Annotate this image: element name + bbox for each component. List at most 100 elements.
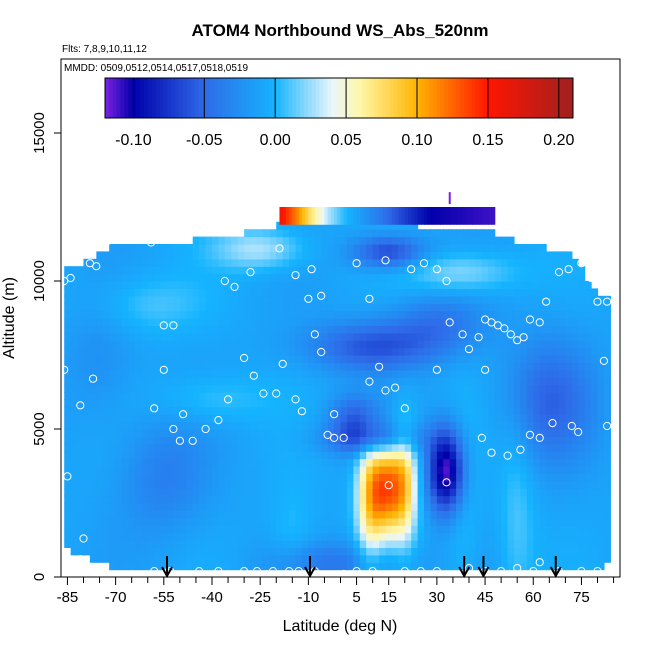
heatmap-cell xyxy=(488,332,496,341)
heatmap-cell xyxy=(546,517,554,526)
heatmap-cell xyxy=(398,436,406,445)
heatmap-cell xyxy=(77,495,85,504)
heatmap-cell xyxy=(83,547,91,556)
heatmap-cell xyxy=(173,540,181,548)
heatmap-cell xyxy=(211,340,220,349)
heatmap-cell xyxy=(359,480,367,489)
heatmap-cell xyxy=(205,362,213,371)
heatmap-cell xyxy=(411,340,419,349)
heatmap-cell xyxy=(334,406,342,415)
heatmap-cell xyxy=(501,266,509,275)
heatmap-cell xyxy=(385,503,393,511)
heatmap-cell xyxy=(205,554,213,563)
heatmap-cell xyxy=(289,525,297,534)
heatmap-cell xyxy=(327,281,335,289)
sample-point xyxy=(554,268,564,277)
heatmap-cell xyxy=(314,221,322,230)
heatmap-cell xyxy=(308,562,316,571)
heatmap-cell xyxy=(565,554,573,563)
heatmap-cell xyxy=(469,554,477,563)
heatmap-cell xyxy=(385,273,393,282)
heatmap-cell xyxy=(334,221,342,230)
heatmap-cell xyxy=(584,547,592,556)
heatmap-cell xyxy=(308,510,316,519)
heatmap-cell xyxy=(102,266,110,275)
colorbar-swatch xyxy=(175,78,180,118)
heatmap-cell xyxy=(526,281,534,289)
heatmap-cell xyxy=(224,377,232,386)
heatmap-cell xyxy=(346,266,354,275)
heatmap-cell xyxy=(475,503,483,511)
heatmap-top-band-cell xyxy=(340,207,345,225)
heatmap-cell xyxy=(469,236,477,245)
heatmap-cell xyxy=(199,443,207,452)
heatmap-cell xyxy=(102,362,110,371)
heatmap-cell xyxy=(250,458,258,467)
heatmap-cell xyxy=(327,347,335,356)
heatmap-cell xyxy=(308,288,316,297)
heatmap-cell xyxy=(186,525,194,534)
heatmap-cell xyxy=(231,436,239,445)
heatmap-cell xyxy=(96,532,104,541)
colorbar-swatch xyxy=(557,78,562,118)
heatmap-cell xyxy=(494,421,502,430)
heatmap-cell xyxy=(501,318,509,326)
heatmap-cell xyxy=(218,392,226,400)
heatmap-cell xyxy=(289,399,297,408)
heatmap-cell xyxy=(70,488,78,497)
heatmap-cell xyxy=(546,443,554,452)
heatmap-cell xyxy=(109,377,117,386)
heatmap-cell xyxy=(147,495,155,504)
heatmap-cell xyxy=(494,244,502,252)
heatmap-cell xyxy=(578,325,586,334)
heatmap-cell xyxy=(372,310,380,319)
heatmap-cell xyxy=(128,332,136,341)
heatmap-cell xyxy=(134,266,142,275)
heatmap-cell xyxy=(295,466,303,474)
heatmap-cell xyxy=(353,495,361,504)
heatmap-cell xyxy=(366,244,374,252)
heatmap-cell xyxy=(372,451,380,460)
heatmap-cell xyxy=(359,451,367,460)
heatmap-cell xyxy=(244,236,252,245)
sample-point xyxy=(548,419,557,428)
heatmap-cell xyxy=(282,406,290,415)
heatmap-cell xyxy=(436,436,444,445)
heatmap-cell xyxy=(134,473,142,482)
heatmap-cell xyxy=(321,295,329,304)
heatmap-cell xyxy=(436,466,444,474)
heatmap-cell xyxy=(173,451,181,460)
heatmap-cell xyxy=(263,377,271,386)
sample-point xyxy=(240,567,249,576)
heatmap-cell xyxy=(526,503,534,511)
heatmap-cell xyxy=(481,310,489,319)
heatmap-cell xyxy=(244,429,252,437)
heatmap-cell xyxy=(424,436,432,445)
heatmap-cell xyxy=(134,517,142,526)
heatmap-cell xyxy=(481,562,489,571)
heatmap-cell xyxy=(552,421,560,430)
heatmap-cell xyxy=(115,421,123,430)
heatmap-cell xyxy=(443,229,451,238)
heatmap-top-band-cell xyxy=(462,207,467,225)
heatmap-cell xyxy=(565,562,573,571)
heatmap-cell xyxy=(379,525,387,534)
heatmap-cell xyxy=(469,369,477,378)
heatmap-cell xyxy=(436,303,444,312)
heatmap-cell xyxy=(475,399,483,408)
heatmap-cell xyxy=(379,355,387,363)
heatmap-cell xyxy=(256,273,264,282)
heatmap-cell xyxy=(488,325,496,334)
heatmap-cell xyxy=(481,332,489,341)
heatmap-cell xyxy=(199,236,207,245)
heatmap-cell xyxy=(366,414,374,423)
heatmap-cell xyxy=(385,517,393,526)
heatmap-cell xyxy=(443,406,451,415)
heatmap-cell xyxy=(89,318,97,326)
heatmap-cell xyxy=(578,266,586,275)
heatmap-cell xyxy=(231,451,239,460)
colorbar-swatch xyxy=(303,78,309,118)
heatmap-cell xyxy=(584,303,592,312)
heatmap-cell xyxy=(263,503,271,511)
